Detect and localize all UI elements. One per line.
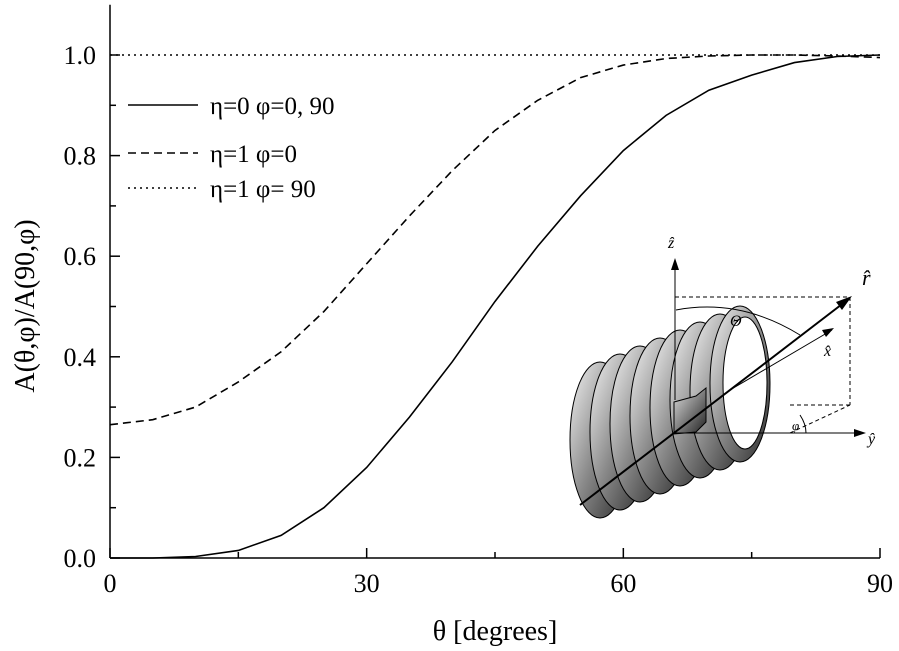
coil: [569, 305, 771, 519]
inset-label: ẑ: [667, 235, 675, 252]
x-axis-inset: [729, 329, 833, 391]
x-tick-label: 0: [104, 569, 117, 598]
arrowhead: [671, 258, 679, 270]
y-tick-label: 0.2: [64, 443, 97, 472]
inset-label: r̂: [862, 265, 871, 290]
y-tick-label: 0.0: [64, 544, 97, 573]
legend-label: η=1 φ= 90: [210, 176, 316, 203]
x-tick-label: 60: [610, 569, 636, 598]
y-axis-title: A(θ,φ)/A(90,φ): [10, 219, 41, 392]
y-tick-label: 0.4: [64, 343, 97, 372]
y-tick-label: 0.8: [64, 142, 97, 171]
phi-arc: [799, 414, 807, 434]
inset-label: x̂: [823, 343, 831, 360]
x-tick-label: 30: [354, 569, 380, 598]
arrowhead: [836, 296, 852, 310]
data-line: [109, 54, 881, 426]
arrowhead: [854, 429, 866, 437]
legend-label: η=0 φ=0, 90: [210, 93, 334, 120]
x-axis-title: θ [degrees]: [433, 616, 558, 647]
r-arrow: [579, 297, 851, 506]
inset-label: φ: [792, 418, 799, 433]
data-line: [110, 54, 881, 559]
x-tick-label: 90: [867, 569, 893, 598]
inset-label: Θ: [730, 313, 742, 330]
inset-label: ŷ: [866, 431, 876, 448]
arrowhead: [822, 328, 834, 337]
y-tick-label: 0.6: [64, 242, 97, 271]
coil-opening: [722, 316, 768, 450]
projection-lines: [675, 296, 851, 434]
inset-diagram: ẑ r̂ Θ x̂ ŷ φ: [569, 235, 876, 519]
theta-arc: [675, 306, 801, 336]
legend-label: η=1 φ=0: [210, 141, 297, 168]
y-tick-label: 1.0: [64, 41, 97, 70]
